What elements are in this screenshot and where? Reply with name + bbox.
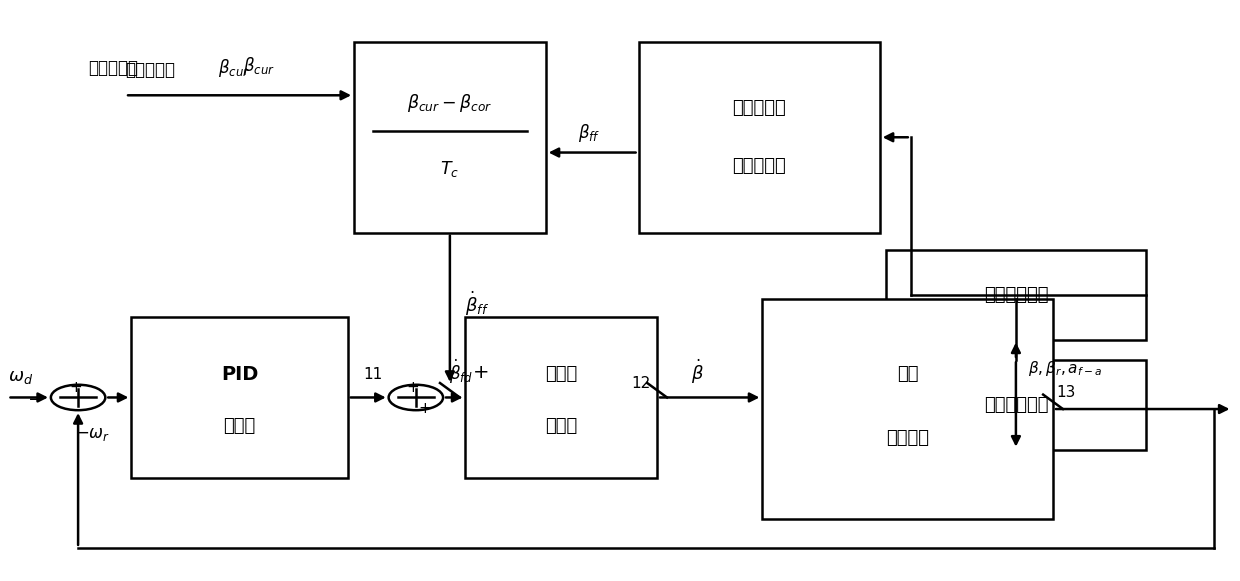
Text: $\beta, \beta_r, a_{f-a}$: $\beta, \beta_r, a_{f-a}$ xyxy=(1028,359,1102,378)
Text: $-\omega_r$: $-\omega_r$ xyxy=(76,425,110,443)
Circle shape xyxy=(388,385,443,410)
Text: 风速估计模型: 风速估计模型 xyxy=(983,396,1048,414)
Text: 变速: 变速 xyxy=(897,365,919,383)
Text: PID: PID xyxy=(221,365,258,384)
Text: 风电机组: 风电机组 xyxy=(887,429,929,447)
Text: $\dot{\beta}_{fd}$: $\dot{\beta}_{fd}$ xyxy=(449,358,474,386)
Bar xyxy=(639,42,880,232)
Text: −: − xyxy=(29,390,45,409)
Text: 风速预测模型: 风速预测模型 xyxy=(983,286,1048,304)
Text: $\beta_{cur}$: $\beta_{cur}$ xyxy=(218,57,249,79)
Text: +: + xyxy=(407,380,419,395)
Text: 12: 12 xyxy=(631,375,651,390)
Bar xyxy=(887,250,1146,340)
Bar xyxy=(131,317,347,478)
Bar xyxy=(763,299,1053,519)
Text: 对应关系表: 对应关系表 xyxy=(733,157,786,175)
Text: 执行器: 执行器 xyxy=(546,417,578,435)
Text: 当前桨距角: 当前桨距角 xyxy=(125,61,175,79)
Circle shape xyxy=(51,385,105,410)
Text: 稳态桨距角: 稳态桨距角 xyxy=(733,99,786,117)
Text: 11: 11 xyxy=(363,367,382,382)
Text: +: + xyxy=(69,380,82,395)
Text: $\beta_{ff}$: $\beta_{ff}$ xyxy=(578,122,600,144)
Bar xyxy=(353,42,546,232)
Text: $\beta_{cur}$: $\beta_{cur}$ xyxy=(243,55,274,77)
Text: $\beta_{cur}-\beta_{cor}$: $\beta_{cur}-\beta_{cor}$ xyxy=(407,92,492,113)
Text: 控制器: 控制器 xyxy=(223,417,255,435)
Text: $\dot{\beta}_{ff}$: $\dot{\beta}_{ff}$ xyxy=(465,289,489,318)
Text: +: + xyxy=(419,401,432,417)
Text: 桨距角: 桨距角 xyxy=(546,365,578,383)
Text: $\omega_d$: $\omega_d$ xyxy=(7,368,32,386)
Bar xyxy=(465,317,657,478)
Text: +: + xyxy=(472,363,489,382)
Text: $\dot{\beta}$: $\dot{\beta}$ xyxy=(691,358,704,386)
Text: $T_c$: $T_c$ xyxy=(440,159,460,179)
Bar xyxy=(887,360,1146,450)
Text: 当前桨距角: 当前桨距角 xyxy=(88,59,138,77)
Text: 13: 13 xyxy=(1056,385,1076,400)
